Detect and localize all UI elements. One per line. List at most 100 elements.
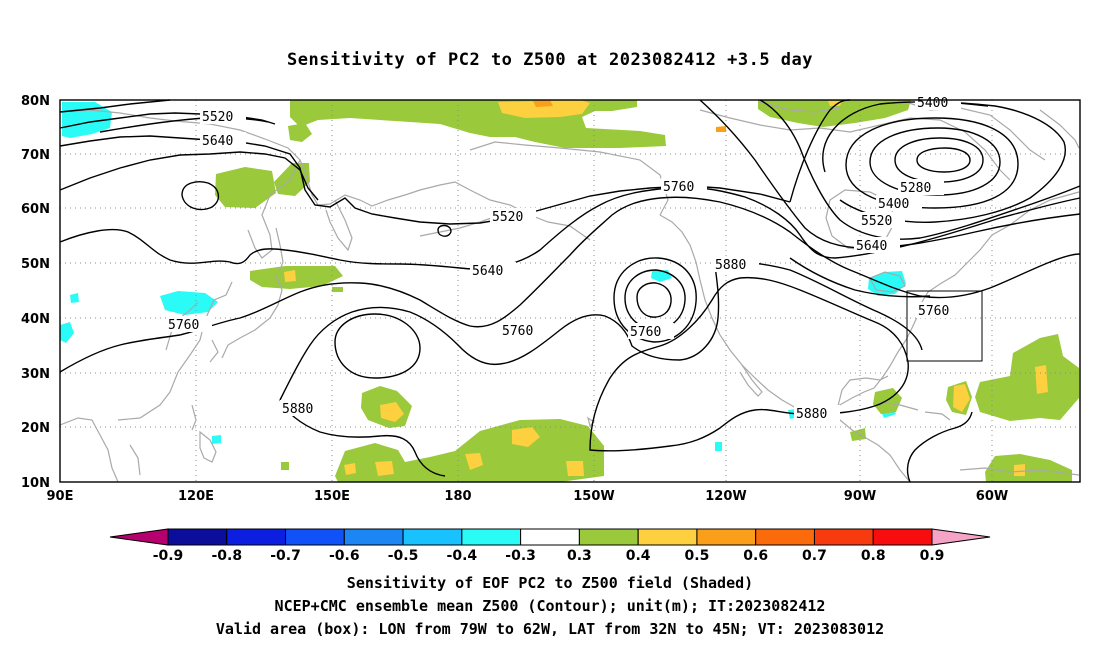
- lat-label: 20N: [21, 421, 50, 436]
- lon-label: 120W: [705, 489, 746, 504]
- colorbar-label: -0.4: [447, 548, 478, 564]
- positive-sensitivity-area: [375, 461, 394, 476]
- negative-sensitivity-area: [715, 442, 722, 451]
- positive-sensitivity-area: [1035, 365, 1048, 394]
- colorbar-segment: [226, 528, 287, 546]
- colorbar-label: 0.5: [685, 548, 710, 564]
- map-frame: [59, 99, 1081, 483]
- positive-sensitivity-area: [953, 384, 970, 412]
- contour-label: 5280: [900, 181, 931, 196]
- coastlines: [59, 99, 1080, 483]
- negative-sensitivity-area: [212, 435, 221, 444]
- positive-sensitivity-area: [533, 100, 553, 107]
- contour-label: 5880: [796, 407, 827, 422]
- negative-sensitivity-area: [868, 271, 906, 296]
- colorbar-label: -0.8: [211, 548, 242, 564]
- lat-labels: 80N 70N 60N 50N 40N 30N 20N 10N: [21, 94, 50, 491]
- colorbar-segment: [285, 528, 345, 546]
- lon-label: 90E: [47, 489, 74, 504]
- lat-label: 50N: [21, 257, 50, 272]
- caption-line-3: Valid area (box): LON from 79W to 62W, L…: [215, 620, 885, 638]
- lat-label: 40N: [21, 312, 50, 327]
- colorbar-label: 0.6: [743, 548, 768, 564]
- positive-sensitivity-area: [380, 402, 404, 422]
- positive-sensitivity-area: [566, 461, 584, 476]
- contour-label: 5640: [472, 264, 503, 279]
- colorbar-label: 0.9: [920, 548, 945, 564]
- positive-sensitivity-area: [758, 100, 911, 127]
- negative-sensitivity-area: [70, 293, 79, 303]
- colorbar-segment: [931, 528, 991, 546]
- contour-label: 5760: [918, 304, 949, 319]
- contour-label: 5520: [202, 110, 233, 125]
- colorbar-segment: [343, 528, 404, 546]
- z500-contours: [59, 99, 1081, 483]
- colorbar-segment: [872, 528, 933, 546]
- colorbar-segment: [813, 528, 874, 546]
- colorbar-segment: [696, 528, 757, 546]
- colorbar-label: -0.7: [270, 548, 301, 564]
- contour-label: 5880: [282, 402, 313, 417]
- positive-sensitivity-area: [284, 270, 296, 282]
- contour-label: 5880: [715, 258, 746, 273]
- map-title: Sensitivity of PC2 to Z500 at 2023082412…: [286, 50, 813, 70]
- positive-sensitivity-area: [498, 100, 590, 118]
- colorbar-label: -0.6: [329, 548, 360, 564]
- lon-label: 120E: [178, 489, 214, 504]
- lon-label: 90W: [844, 489, 876, 504]
- negative-sensitivity-area: [160, 291, 218, 315]
- lon-label: 60W: [976, 489, 1008, 504]
- lat-label: 10N: [21, 476, 50, 491]
- colorbar-segment: [461, 528, 522, 546]
- colorbar-segment: [167, 528, 228, 546]
- positive-sensitivity-area: [985, 454, 1072, 482]
- colorbar-segment: [755, 528, 815, 546]
- contour-label: 5760: [502, 324, 533, 339]
- colorbar-segment: [637, 528, 698, 546]
- positive-sensitivity-area: [512, 427, 540, 447]
- colorbar-label: 0.4: [626, 548, 651, 564]
- colorbar-label: -0.3: [505, 548, 536, 564]
- positive-sensitivity-area: [716, 126, 726, 132]
- contour-label: 5520: [492, 210, 523, 225]
- caption-line-1: Sensitivity of EOF PC2 to Z500 field (Sh…: [346, 574, 754, 592]
- lon-label: 150E: [314, 489, 350, 504]
- positive-sensitivity-area: [1014, 464, 1025, 476]
- colorbar-segment: [402, 528, 463, 546]
- contour-label: 5760: [168, 318, 199, 333]
- valid-area-box: [906, 290, 983, 362]
- colorbar-label: -0.5: [388, 548, 419, 564]
- positive-sensitivity-area: [288, 123, 312, 142]
- colorbar: -0.9 -0.8 -0.7 -0.6 -0.5 -0.4 -0.3 0.3 0.4 0.5 0.6…: [109, 528, 991, 564]
- contour-label: 5760: [663, 180, 694, 195]
- contour-label: 5400: [917, 96, 948, 111]
- contour-label: 5400: [878, 197, 909, 212]
- negative-sensitivity-area: [60, 322, 74, 343]
- contour-label: 5520: [861, 214, 892, 229]
- lon-labels: 90E 120E 150E 180 150W 120W 90W 60W: [47, 489, 1009, 504]
- colorbar-label: 0.8: [861, 548, 886, 564]
- positive-sensitivity-area: [344, 463, 356, 475]
- contour-label: 5760: [630, 325, 661, 340]
- colorbar-segment: [520, 528, 580, 546]
- lon-label: 150W: [573, 489, 614, 504]
- lat-label: 30N: [21, 367, 50, 382]
- colorbar-label: 0.3: [567, 548, 592, 564]
- positive-sensitivity-area: [465, 453, 483, 470]
- lat-label: 80N: [21, 94, 50, 109]
- positive-sensitivity-area: [332, 287, 343, 292]
- colorbar-segment: [578, 528, 639, 546]
- colorbar-segment: [109, 528, 169, 546]
- contour-label: 5640: [202, 134, 233, 149]
- lat-label: 60N: [21, 202, 50, 217]
- negative-sensitivity-area: [651, 270, 672, 282]
- positive-sensitivity-area: [250, 266, 343, 289]
- contour-labels: 5520 5640 5520 5640 5760 5760 5760 5880 …: [166, 96, 962, 422]
- positive-sensitivity-area: [290, 100, 666, 148]
- caption-line-2: NCEP+CMC ensemble mean Z500 (Contour); u…: [274, 597, 826, 615]
- positive-sensitivity-area: [215, 167, 276, 208]
- lat-label: 70N: [21, 148, 50, 163]
- lon-label: 180: [444, 489, 471, 504]
- contour-label: 5640: [856, 239, 887, 254]
